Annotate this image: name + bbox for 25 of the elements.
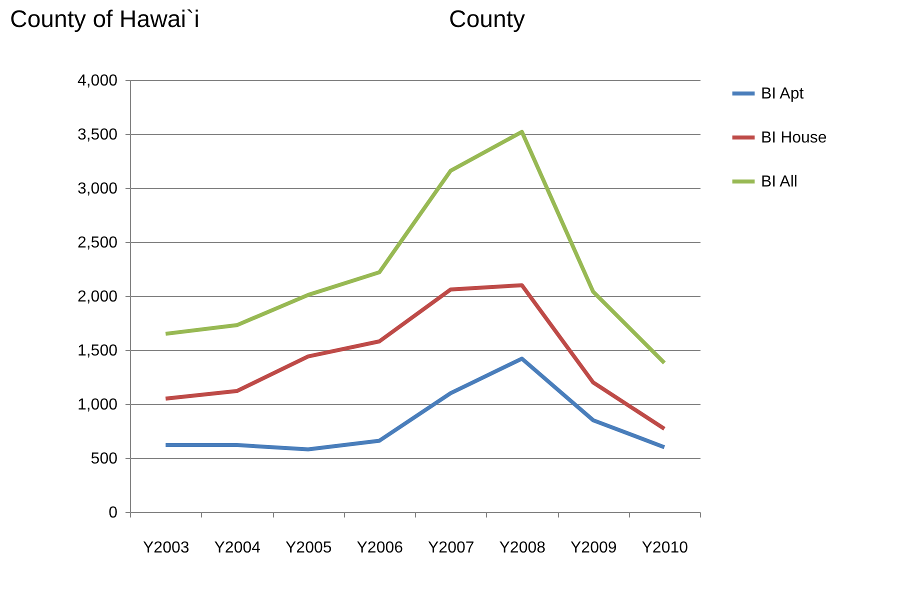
y-tick-label: 2,000 [77,288,118,306]
legend-label: BI All [761,174,798,190]
line-series [164,130,666,365]
x-tick-label: Y2008 [499,540,546,556]
chart-title: County of Hawai`i [10,6,200,33]
x-tick-label: Y2004 [214,540,261,556]
x-tick-label: Y2006 [356,540,404,556]
y-tick-label: 1,500 [77,342,118,360]
x-tick-label: Y2005 [285,540,332,556]
line-series [164,356,666,452]
y-tick-label: 500 [90,450,118,468]
y-tick-label: 2,500 [77,234,118,252]
x-tick-label: Y2009 [570,540,617,556]
text: County [449,6,526,33]
legend-label: BI House [761,130,827,146]
x-tick-label: Y2010 [642,540,688,556]
y-tick-label: 3,500 [77,126,118,144]
y-tick-label: 0 [108,504,118,522]
legend-label: BI Apt [761,86,804,102]
x-tick-label: Y2007 [428,540,474,556]
line-series [164,283,666,431]
y-tick-label: 1,000 [77,396,118,414]
x-tick-label: Y2003 [142,540,190,556]
y-tick-label: 3,000 [77,180,118,198]
y-tick-label: 4,000 [77,72,118,90]
